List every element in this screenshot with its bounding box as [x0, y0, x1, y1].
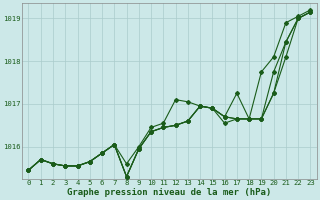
- X-axis label: Graphe pression niveau de la mer (hPa): Graphe pression niveau de la mer (hPa): [67, 188, 272, 197]
